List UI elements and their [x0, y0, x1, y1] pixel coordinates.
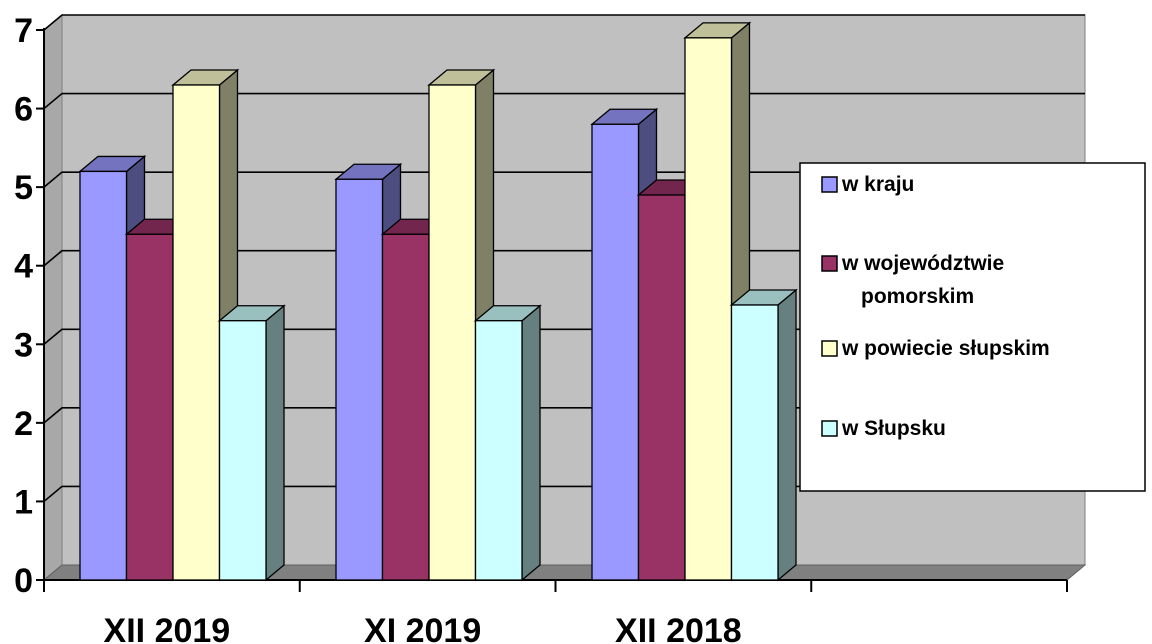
x-category-label: XI 2019: [364, 612, 481, 644]
bar: [683, 21, 752, 582]
bar-side: [521, 304, 541, 582]
x-category-label: XII 2019: [104, 612, 231, 644]
bar-front: [381, 233, 430, 581]
legend-label: w powiecie słupskim: [841, 337, 1050, 360]
bar-front: [428, 84, 477, 581]
legend-swatch: [821, 420, 838, 437]
x-axis-categories: XII 2019 XI 2019 XII 2018: [43, 580, 1068, 644]
legend-label: w Słupsku: [841, 417, 946, 440]
bar: [473, 304, 542, 582]
bar-front: [730, 304, 779, 581]
legend-label: pomorskim: [861, 285, 974, 308]
legend-swatch: [821, 255, 838, 272]
bar-front: [591, 123, 640, 581]
y-tick-label: 6: [14, 91, 33, 129]
y-tick-label: 5: [14, 169, 33, 207]
legend: w kraju w województwie pomorskim w powiecie…: [799, 162, 1146, 492]
y-axis-ticks: 0 1 2 3 4 5 6 7: [14, 12, 44, 600]
bar-front: [125, 233, 174, 581]
legend-label: w kraju: [841, 173, 914, 196]
bar-front: [172, 84, 221, 581]
y-tick-label: 2: [14, 405, 33, 443]
bar-front: [637, 194, 686, 581]
bar: [217, 304, 286, 582]
legend-label: w województwie: [841, 252, 1004, 275]
legend-box: [799, 162, 1146, 492]
bar: [729, 288, 798, 582]
legend-swatch: [821, 176, 838, 193]
bar-front: [474, 320, 523, 581]
y-tick-label: 3: [14, 326, 33, 364]
bars: [78, 21, 798, 582]
legend-swatch: [821, 340, 838, 357]
side-wall: [43, 13, 63, 582]
bar-front: [684, 37, 733, 581]
y-tick-label: 4: [14, 248, 33, 286]
bar-side: [265, 304, 285, 582]
bar-side: [777, 288, 797, 582]
bar-front: [218, 320, 267, 581]
y-tick-label: 7: [14, 12, 33, 50]
gridline: [43, 14, 1085, 31]
y-tick-label: 0: [14, 562, 33, 600]
bar-front: [79, 170, 128, 581]
y-tick-label: 1: [14, 483, 33, 521]
bar-front: [335, 178, 384, 581]
x-category-label: XII 2018: [615, 612, 742, 644]
